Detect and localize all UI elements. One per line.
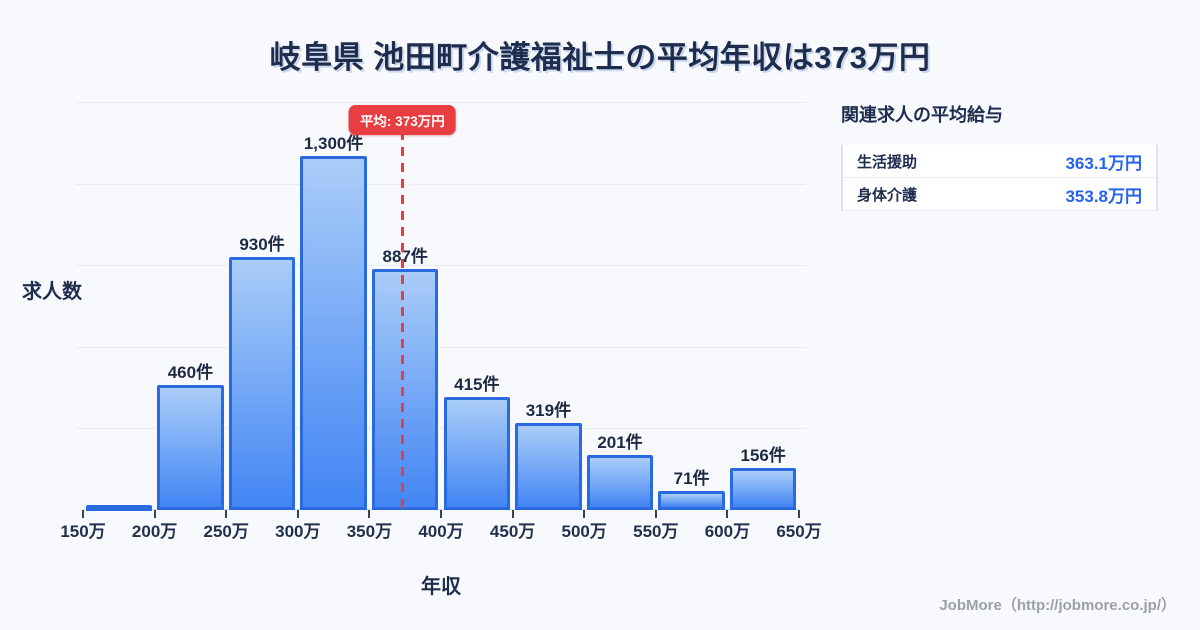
- x-tick-label: 200万: [131, 522, 178, 541]
- x-tick-label: 450万: [489, 522, 536, 541]
- bar-value-label: 930件: [239, 235, 285, 255]
- bar-value-label: 460件: [167, 362, 214, 382]
- x-tick: [368, 510, 371, 518]
- x-tick-label: 400万: [418, 522, 464, 541]
- gridline: [75, 346, 806, 348]
- bar-value-label: 887件: [382, 246, 428, 266]
- x-tick-label: 600万: [704, 522, 751, 541]
- x-tick: [654, 510, 657, 518]
- gridline: [75, 265, 806, 267]
- x-tick-label: 650万: [776, 522, 822, 541]
- x-tick: [726, 510, 729, 518]
- bar-value-label: 319件: [525, 401, 572, 421]
- footer-credit: JobMore（http://jobmore.co.jp/）: [939, 597, 1176, 614]
- related-jobs-heading: 関連求人の平均給与: [841, 105, 1003, 125]
- y-axis-title: 求人数: [22, 281, 82, 303]
- histogram-bar: [658, 490, 725, 510]
- x-tick: [511, 510, 514, 518]
- related-jobs-table: 生活援助 363.1万円身体介護 353.8万円: [841, 145, 1158, 211]
- gridline: [75, 102, 806, 103]
- bar-value-label: 1,300件: [303, 134, 364, 154]
- histogram-bar: [729, 467, 797, 510]
- bar-value-label: 156件: [740, 445, 786, 465]
- bar-value-label: 71件: [673, 468, 710, 488]
- x-tick: [225, 510, 228, 518]
- x-tick: [153, 510, 156, 518]
- bar-value-label: 201件: [597, 433, 643, 453]
- salary-value: 363.1万円: [1065, 153, 1142, 173]
- x-tick: [798, 510, 800, 518]
- histogram-bar: [300, 156, 367, 510]
- x-tick-label: 550万: [633, 522, 679, 541]
- table-row: 生活援助 363.1万円: [843, 145, 1156, 178]
- histogram-bar: [443, 397, 511, 510]
- job-type-label: 身体介護: [857, 186, 918, 204]
- x-tick-label: 350万: [346, 522, 393, 541]
- gridline: [75, 183, 806, 185]
- histogram-bar: [586, 455, 654, 510]
- histogram-bar: [371, 268, 439, 510]
- gridline: [75, 428, 806, 430]
- x-tick-label: 150万: [60, 522, 106, 541]
- x-axis-line: [83, 509, 799, 510]
- x-tick-label: 300万: [275, 522, 321, 541]
- x-tick-label: 250万: [203, 522, 249, 541]
- x-tick: [296, 510, 299, 518]
- x-tick: [583, 510, 586, 518]
- x-tick: [82, 510, 84, 518]
- x-axis-title: 年収: [421, 576, 461, 598]
- average-badge: 平均: 373万円: [348, 105, 456, 135]
- x-tick-label: 500万: [561, 522, 607, 541]
- histogram-bar: [157, 384, 224, 510]
- page-title: 岐阜県 池田町介護福祉士の平均年収は373万円: [269, 40, 931, 75]
- histogram-bar: [228, 257, 296, 510]
- table-row: 身体介護 353.8万円: [843, 178, 1156, 211]
- bar-value-label: 415件: [454, 375, 500, 395]
- x-tick: [440, 510, 442, 518]
- salary-histogram: 460件 930件 1,300件 887件 415件 319件 201件 71件 156件 平均…: [22, 102, 822, 598]
- histogram-bar: [85, 504, 153, 511]
- histogram-bar: [515, 423, 582, 510]
- average-line: [400, 131, 404, 510]
- job-type-label: 生活援助: [857, 153, 918, 171]
- salary-value: 353.8万円: [1065, 186, 1142, 206]
